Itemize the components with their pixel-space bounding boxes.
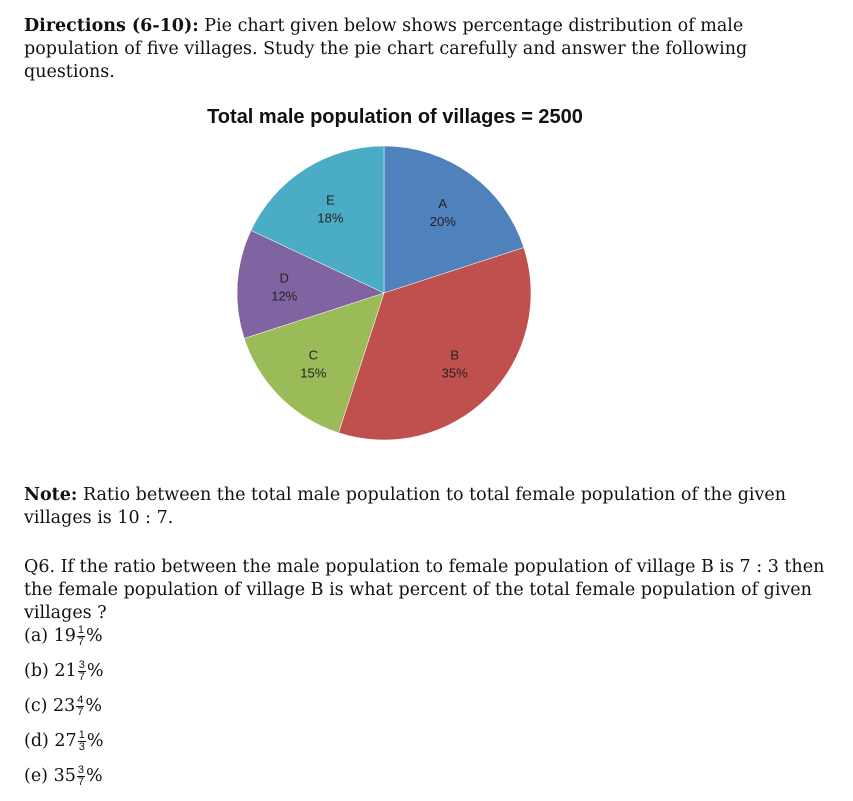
option-c[interactable]: (c) 23 4 7%: [24, 695, 102, 725]
pie-slice-a: [383, 145, 525, 294]
note-paragraph: Note: Ratio between the total male popul…: [24, 484, 829, 530]
note-lead: Note:: [24, 485, 78, 505]
option-prefix: (a) 19: [24, 626, 76, 646]
option-a[interactable]: (a) 19 1 7%: [24, 625, 103, 655]
note-text: Ratio between the total male population …: [24, 485, 787, 528]
directions-lead: Directions (6-10):: [24, 16, 199, 36]
option-b[interactable]: (b) 21 3 7%: [24, 660, 103, 690]
slice-label-e: E: [326, 193, 335, 208]
option-prefix: (e) 35: [24, 766, 76, 786]
fraction-denominator: 7: [77, 636, 85, 648]
fraction-denominator: 7: [77, 776, 84, 788]
fraction-numerator: 1: [76, 624, 86, 637]
option-d[interactable]: (d) 27 1 3%: [24, 730, 103, 760]
chart-title: Total male population of villages = 2500: [207, 106, 583, 128]
option-suffix: %: [86, 626, 103, 646]
option-prefix: (c) 23: [24, 696, 76, 716]
slice-value-c: 15%: [300, 366, 326, 381]
option-suffix: %: [85, 696, 103, 716]
slice-label-c: C: [309, 348, 318, 363]
pie-slice-d: [236, 230, 385, 339]
slice-value-b: 35%: [442, 366, 468, 381]
option-prefix: (b) 21: [24, 661, 77, 681]
fraction-numerator: 3: [76, 764, 85, 777]
fraction-numerator: 1: [77, 729, 86, 742]
option-prefix: (d) 27: [24, 731, 77, 751]
fraction-denominator: 3: [78, 741, 85, 753]
directions-text: Pie chart given below shows percentage d…: [24, 16, 748, 82]
pie-slice-c: [243, 292, 385, 434]
question-text: Q6. If the ratio between the male popula…: [24, 557, 825, 623]
slice-label-b: B: [450, 348, 459, 363]
option-e[interactable]: (e) 35 3 7%: [24, 765, 103, 795]
slice-value-e: 18%: [317, 211, 343, 226]
fraction-numerator: 4: [76, 694, 85, 707]
option-suffix: %: [86, 661, 104, 681]
slice-label-a: A: [438, 196, 447, 211]
option-suffix: %: [86, 731, 104, 751]
option-suffix: %: [85, 766, 103, 786]
fraction-numerator: 3: [77, 659, 86, 672]
pie-slice-e: [250, 145, 385, 294]
slice-label-d: D: [280, 271, 289, 286]
fraction-denominator: 7: [78, 671, 85, 683]
pie-slice-b: [338, 247, 532, 441]
slice-value-d: 12%: [271, 289, 297, 304]
slice-value-a: 20%: [430, 214, 456, 229]
fraction-denominator: 7: [77, 706, 84, 718]
directions-paragraph: Directions (6-10): Pie chart given below…: [24, 15, 829, 84]
